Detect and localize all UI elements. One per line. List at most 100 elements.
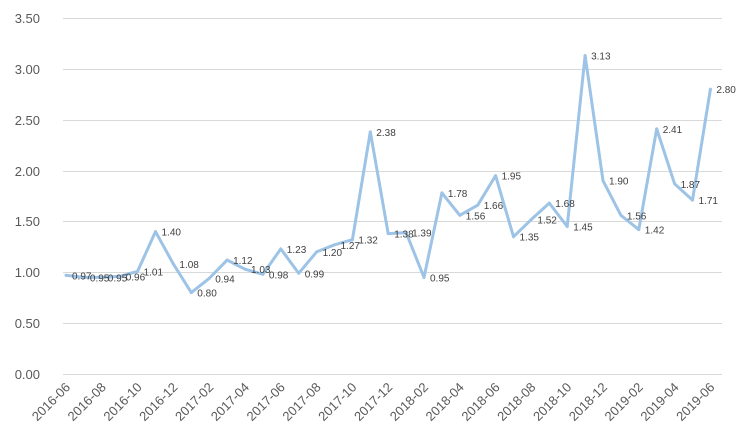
y-tick-label: 1.00 — [15, 265, 40, 280]
data-label: 0.95 — [90, 273, 110, 284]
y-tick-label: 2.50 — [15, 113, 40, 128]
x-tick-label: 2019-02 — [602, 380, 646, 424]
data-label: 0.80 — [197, 289, 217, 300]
y-tick-label: 1.50 — [15, 214, 40, 229]
data-point — [64, 273, 68, 277]
x-tick-label: 2017-04 — [208, 380, 252, 424]
series-line — [64, 54, 712, 295]
data-label: 1.23 — [287, 245, 307, 256]
data-point — [100, 275, 104, 279]
data-label: 1.52 — [537, 215, 557, 226]
data-point — [673, 182, 677, 186]
data-label: 1.39 — [412, 229, 432, 240]
x-tick-label: 2019-04 — [637, 380, 681, 424]
x-tick-label: 2017-08 — [279, 380, 323, 424]
y-tick-label: 0.50 — [15, 316, 40, 331]
data-labels: 0.970.950.950.961.011.401.080.800.941.12… — [72, 52, 736, 300]
data-point — [243, 267, 247, 271]
data-point — [279, 247, 283, 251]
data-label: 1.45 — [573, 223, 593, 234]
data-label: 1.35 — [520, 233, 540, 244]
x-tick-label: 2019-06 — [673, 380, 717, 424]
data-label: 0.97 — [72, 271, 92, 282]
data-point — [315, 250, 319, 254]
data-point — [458, 213, 462, 217]
data-label: 1.42 — [645, 226, 665, 237]
data-label: 1.78 — [448, 189, 468, 200]
data-point — [655, 127, 659, 131]
data-label: 1.56 — [627, 211, 647, 222]
data-point — [189, 291, 193, 295]
data-point — [708, 87, 712, 91]
y-tick-label: 3.50 — [15, 11, 40, 26]
data-point — [404, 231, 408, 235]
data-point — [118, 274, 122, 278]
x-tick-label: 2017-06 — [244, 380, 288, 424]
data-point — [350, 238, 354, 242]
data-label: 0.96 — [126, 272, 146, 283]
data-label: 1.12 — [233, 256, 253, 267]
y-axis: 0.00 0.50 1.00 1.50 2.00 2.50 3.00 3.50 — [15, 11, 40, 382]
data-point — [261, 272, 265, 276]
data-point — [565, 225, 569, 228]
data-label: 0.95 — [108, 273, 128, 284]
data-label: 0.98 — [269, 270, 289, 281]
x-tick-label: 2017-02 — [172, 380, 216, 424]
data-point — [333, 243, 336, 247]
x-tick-label: 2016-12 — [136, 380, 180, 424]
y-tick-label: 2.00 — [15, 164, 40, 179]
x-tick-label: 2017-12 — [351, 380, 395, 424]
y-tick-label: 3.00 — [15, 62, 40, 77]
data-label: 1.66 — [484, 201, 504, 212]
x-tick-label: 2018-02 — [387, 380, 431, 424]
x-tick-label: 2018-10 — [530, 380, 574, 424]
data-point — [494, 174, 498, 178]
data-label: 1.03 — [251, 265, 271, 276]
data-label: 1.95 — [502, 172, 522, 183]
data-point — [601, 179, 605, 183]
data-label: 1.20 — [323, 248, 343, 259]
data-label: 1.71 — [699, 196, 719, 207]
data-label: 2.38 — [376, 128, 396, 139]
x-tick-label: 2016-10 — [100, 380, 144, 424]
data-point — [691, 198, 694, 202]
data-label: 1.68 — [555, 199, 575, 210]
data-point — [422, 275, 426, 279]
data-point — [440, 191, 444, 195]
data-point — [136, 269, 140, 273]
data-point — [207, 276, 211, 280]
data-point — [619, 213, 623, 217]
data-point — [583, 54, 587, 58]
x-tick-label: 2018-04 — [423, 380, 467, 424]
data-point — [82, 275, 86, 279]
data-label: 1.90 — [609, 177, 629, 188]
data-point — [637, 228, 641, 232]
data-label: 1.08 — [179, 260, 199, 271]
x-tick-label: 2018-12 — [566, 380, 610, 424]
data-point — [368, 130, 372, 134]
data-point — [386, 232, 390, 236]
y-tick-label: 0.00 — [15, 367, 40, 382]
x-tick-label: 2018-06 — [458, 380, 502, 424]
data-label: 1.38 — [394, 230, 414, 241]
data-label: 0.94 — [215, 274, 235, 285]
data-label: 0.95 — [430, 273, 450, 284]
data-point — [476, 203, 480, 207]
data-label: 1.32 — [358, 236, 378, 247]
data-point — [529, 217, 533, 221]
data-point — [512, 235, 515, 239]
x-tick-label: 2017-10 — [315, 380, 359, 424]
data-point — [171, 262, 175, 266]
x-axis: 2016-062016-082016-102016-122017-022017-… — [29, 380, 718, 424]
series — [64, 54, 712, 295]
data-label: 1.40 — [162, 228, 182, 239]
data-label: 2.41 — [663, 125, 683, 136]
data-point — [297, 271, 301, 275]
data-point — [547, 201, 551, 205]
data-label: 0.99 — [305, 269, 325, 280]
data-label: 2.80 — [716, 85, 736, 96]
data-label: 1.01 — [144, 267, 164, 278]
x-tick-label: 2016-06 — [29, 380, 73, 424]
